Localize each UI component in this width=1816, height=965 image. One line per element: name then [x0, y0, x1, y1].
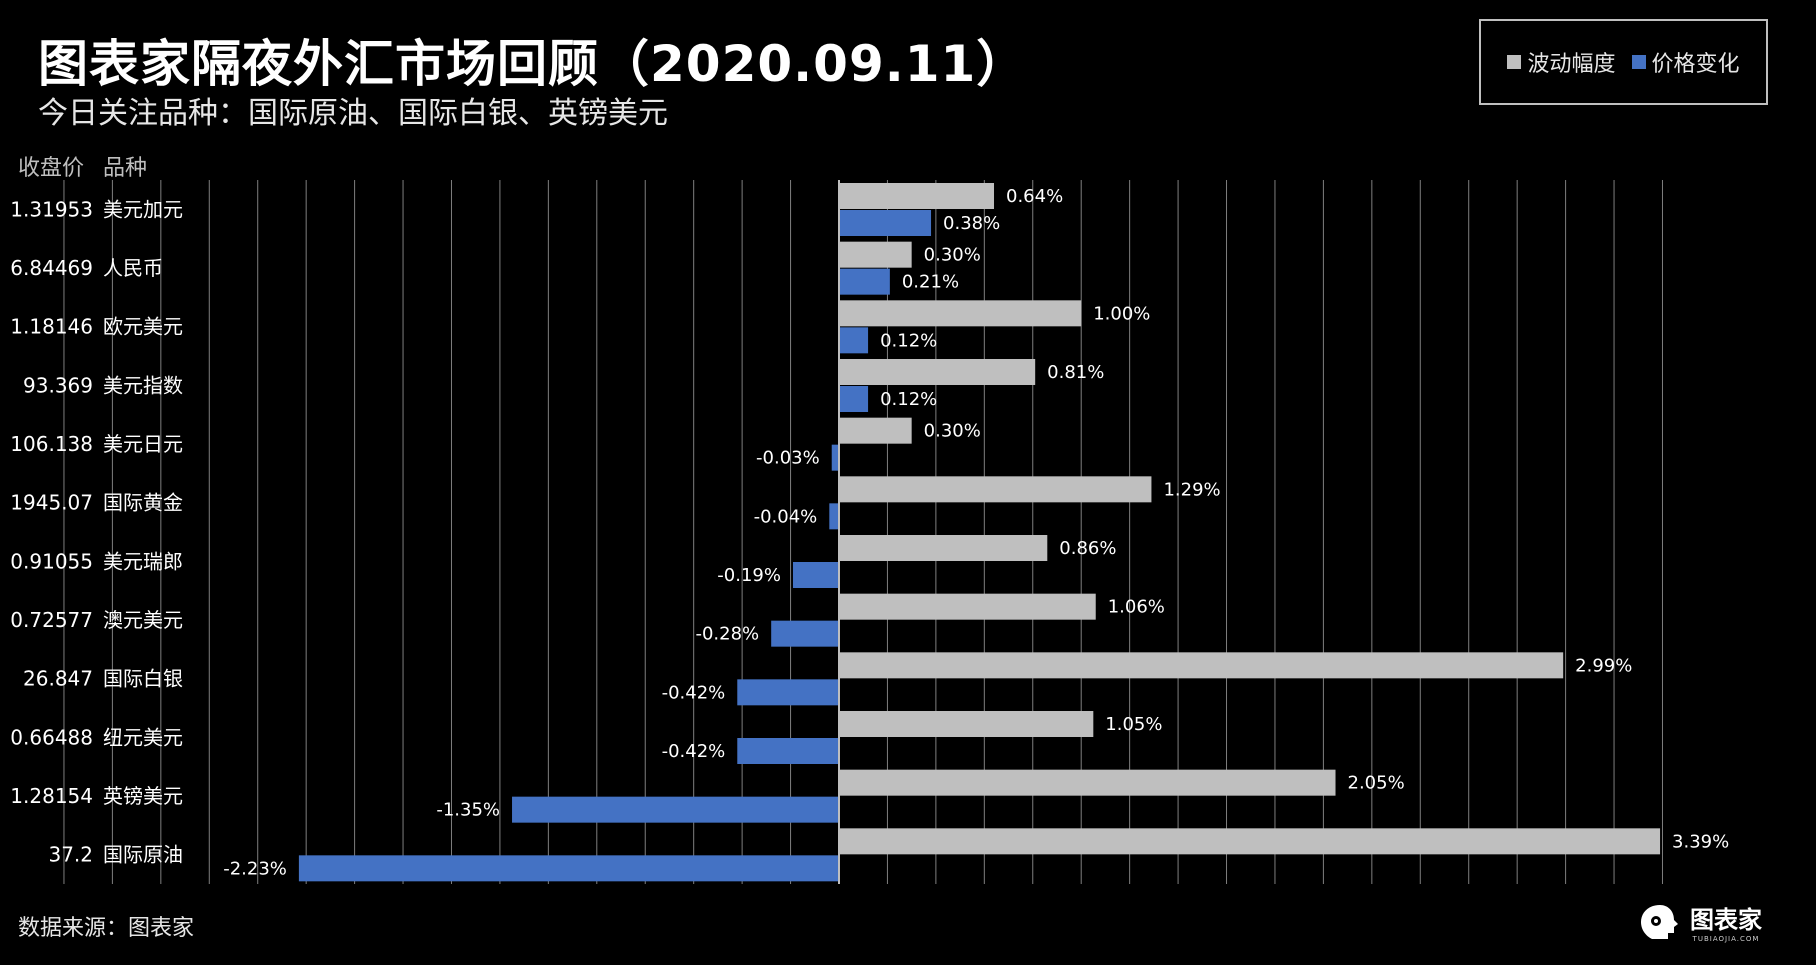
category-label: 欧元美元 — [103, 315, 183, 339]
close-price-label: 0.72577 — [10, 608, 93, 632]
close-price-label: 1945.07 — [10, 491, 93, 515]
price-change-value-label: -0.28% — [695, 624, 759, 645]
category-label: 国际原油 — [103, 843, 183, 867]
volatility-bar — [839, 711, 1094, 737]
legend-item-volatility: 波动幅度 — [1507, 46, 1616, 78]
chart-subtitle: 今日关注品种：国际原油、国际白银、英镑美元 — [38, 96, 668, 131]
category-label: 纽元美元 — [103, 725, 183, 749]
price-change-bar — [771, 620, 839, 647]
price-change-bar — [512, 796, 839, 823]
category-label: 国际白银 — [103, 667, 183, 691]
price-change-value-label: 0.21% — [902, 272, 959, 293]
legend-label-volatility: 波动幅度 — [1527, 52, 1616, 77]
price-change-value-label: -2.23% — [223, 858, 287, 879]
volatility-value-label: 0.30% — [924, 421, 981, 442]
close-price-label: 37.2 — [48, 843, 93, 867]
close-price-label: 0.91055 — [10, 549, 93, 573]
price-change-value-label: 0.12% — [880, 330, 937, 351]
price-change-value-label: -0.04% — [754, 506, 818, 527]
volatility-value-label: 2.99% — [1575, 655, 1632, 676]
price-change-value-label: -0.42% — [662, 741, 726, 762]
legend-swatch-price-change — [1631, 55, 1646, 69]
price-change-value-label: -0.42% — [662, 682, 726, 703]
price-change-bar — [839, 386, 869, 412]
volatility-bar — [839, 476, 1152, 503]
close-price-label: 0.66488 — [10, 725, 93, 749]
volatility-value-label: 0.81% — [1047, 362, 1104, 383]
close-price-label: 1.18146 — [10, 315, 93, 339]
volatility-bar — [839, 652, 1564, 679]
logo-subtext: TUBIAOJIA.COM — [1692, 935, 1760, 943]
brand-logo: 图表家 TUBIAOJIA.COM — [1638, 900, 1762, 943]
volatility-bar — [839, 535, 1048, 561]
price-change-value-label: 0.12% — [880, 389, 937, 410]
category-label: 美元加元 — [103, 197, 183, 221]
volatility-bar — [839, 359, 1036, 385]
close-price-label: 1.31953 — [10, 197, 93, 221]
close-price-label: 93.369 — [23, 373, 93, 397]
volatility-value-label: 1.06% — [1108, 597, 1165, 618]
price-change-bar — [298, 855, 839, 882]
volatility-value-label: 0.64% — [1006, 186, 1063, 207]
volatility-value-label: 1.29% — [1163, 479, 1220, 500]
price-change-value-label: 0.38% — [943, 213, 1000, 234]
logo-text: 图表家 — [1690, 906, 1762, 934]
volatility-value-label: 0.86% — [1059, 538, 1116, 559]
price-change-bar — [839, 327, 869, 354]
close-price-label: 26.847 — [23, 667, 93, 691]
price-change-bar — [839, 210, 932, 236]
data-source: 数据来源：图表家 — [18, 916, 195, 941]
volatility-bar — [839, 769, 1336, 796]
column-header-price: 收盘价 — [18, 156, 85, 181]
volatility-value-label: 2.05% — [1348, 773, 1405, 794]
volatility-value-label: 1.05% — [1105, 714, 1162, 735]
volatility-value-label: 1.00% — [1093, 303, 1150, 324]
legend-label-price-change: 价格变化 — [1651, 52, 1740, 77]
close-price-label: 106.138 — [10, 432, 93, 456]
category-label: 国际黄金 — [103, 491, 183, 515]
close-price-label: 6.84469 — [10, 256, 93, 280]
legend-item-price-change: 价格变化 — [1631, 46, 1740, 78]
volatility-value-label: 0.30% — [924, 245, 981, 266]
chart-title: 图表家隔夜外汇市场回顾（2020.09.11） — [38, 35, 1028, 93]
volatility-bar — [839, 828, 1661, 855]
volatility-bar — [839, 300, 1082, 327]
head-logo-icon — [1641, 904, 1678, 939]
price-change-value-label: -0.03% — [756, 448, 820, 469]
category-label: 美元瑞郎 — [103, 549, 183, 573]
category-label: 美元日元 — [103, 432, 183, 456]
column-header-name: 品种 — [103, 156, 148, 181]
price-change-value-label: -1.35% — [436, 800, 500, 821]
volatility-value-label: 3.39% — [1672, 831, 1729, 852]
volatility-bar — [839, 241, 912, 268]
legend-swatch-volatility — [1507, 55, 1522, 69]
category-label: 澳元美元 — [103, 608, 183, 632]
price-change-bar — [737, 738, 839, 764]
volatility-bar — [839, 593, 1096, 620]
volatility-bar — [839, 417, 912, 444]
chart-legend: 波动幅度 价格变化 — [1479, 19, 1768, 105]
category-label: 美元指数 — [103, 373, 183, 397]
category-label: 英镑美元 — [103, 784, 183, 808]
volatility-bar — [839, 183, 995, 209]
price-change-bar — [829, 503, 839, 530]
price-change-bar — [839, 268, 890, 295]
category-label: 人民币 — [103, 256, 163, 280]
price-change-bar — [737, 679, 839, 706]
price-change-bar — [831, 444, 839, 471]
price-change-value-label: -0.19% — [717, 565, 781, 586]
close-price-label: 1.28154 — [10, 784, 93, 808]
price-change-bar — [792, 562, 839, 588]
